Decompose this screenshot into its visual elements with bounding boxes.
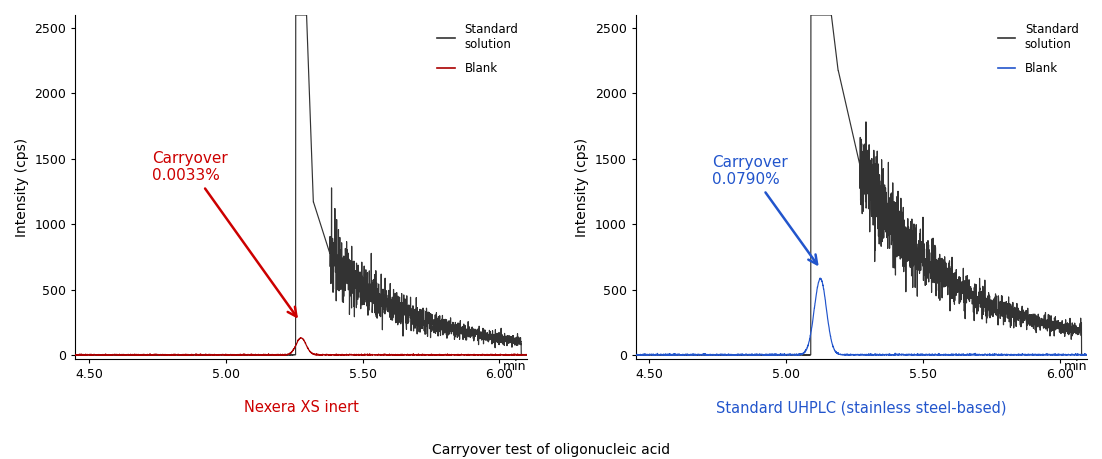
Text: Standard UHPLC (stainless steel-based): Standard UHPLC (stainless steel-based) [716, 400, 1006, 415]
Text: Carryover
0.0033%: Carryover 0.0033% [152, 151, 296, 317]
Legend: Standard
solution, Blank: Standard solution, Blank [993, 18, 1083, 79]
Text: min: min [1063, 360, 1087, 373]
Legend: Standard
solution, Blank: Standard solution, Blank [433, 18, 523, 79]
Y-axis label: Intensity (cps): Intensity (cps) [575, 137, 590, 236]
Text: min: min [504, 360, 527, 373]
Text: Carryover
0.0790%: Carryover 0.0790% [712, 155, 817, 264]
Text: Carryover test of oligonucleic acid: Carryover test of oligonucleic acid [432, 442, 670, 457]
Y-axis label: Intensity (cps): Intensity (cps) [15, 137, 29, 236]
Text: Nexera XS inert: Nexera XS inert [244, 400, 358, 415]
